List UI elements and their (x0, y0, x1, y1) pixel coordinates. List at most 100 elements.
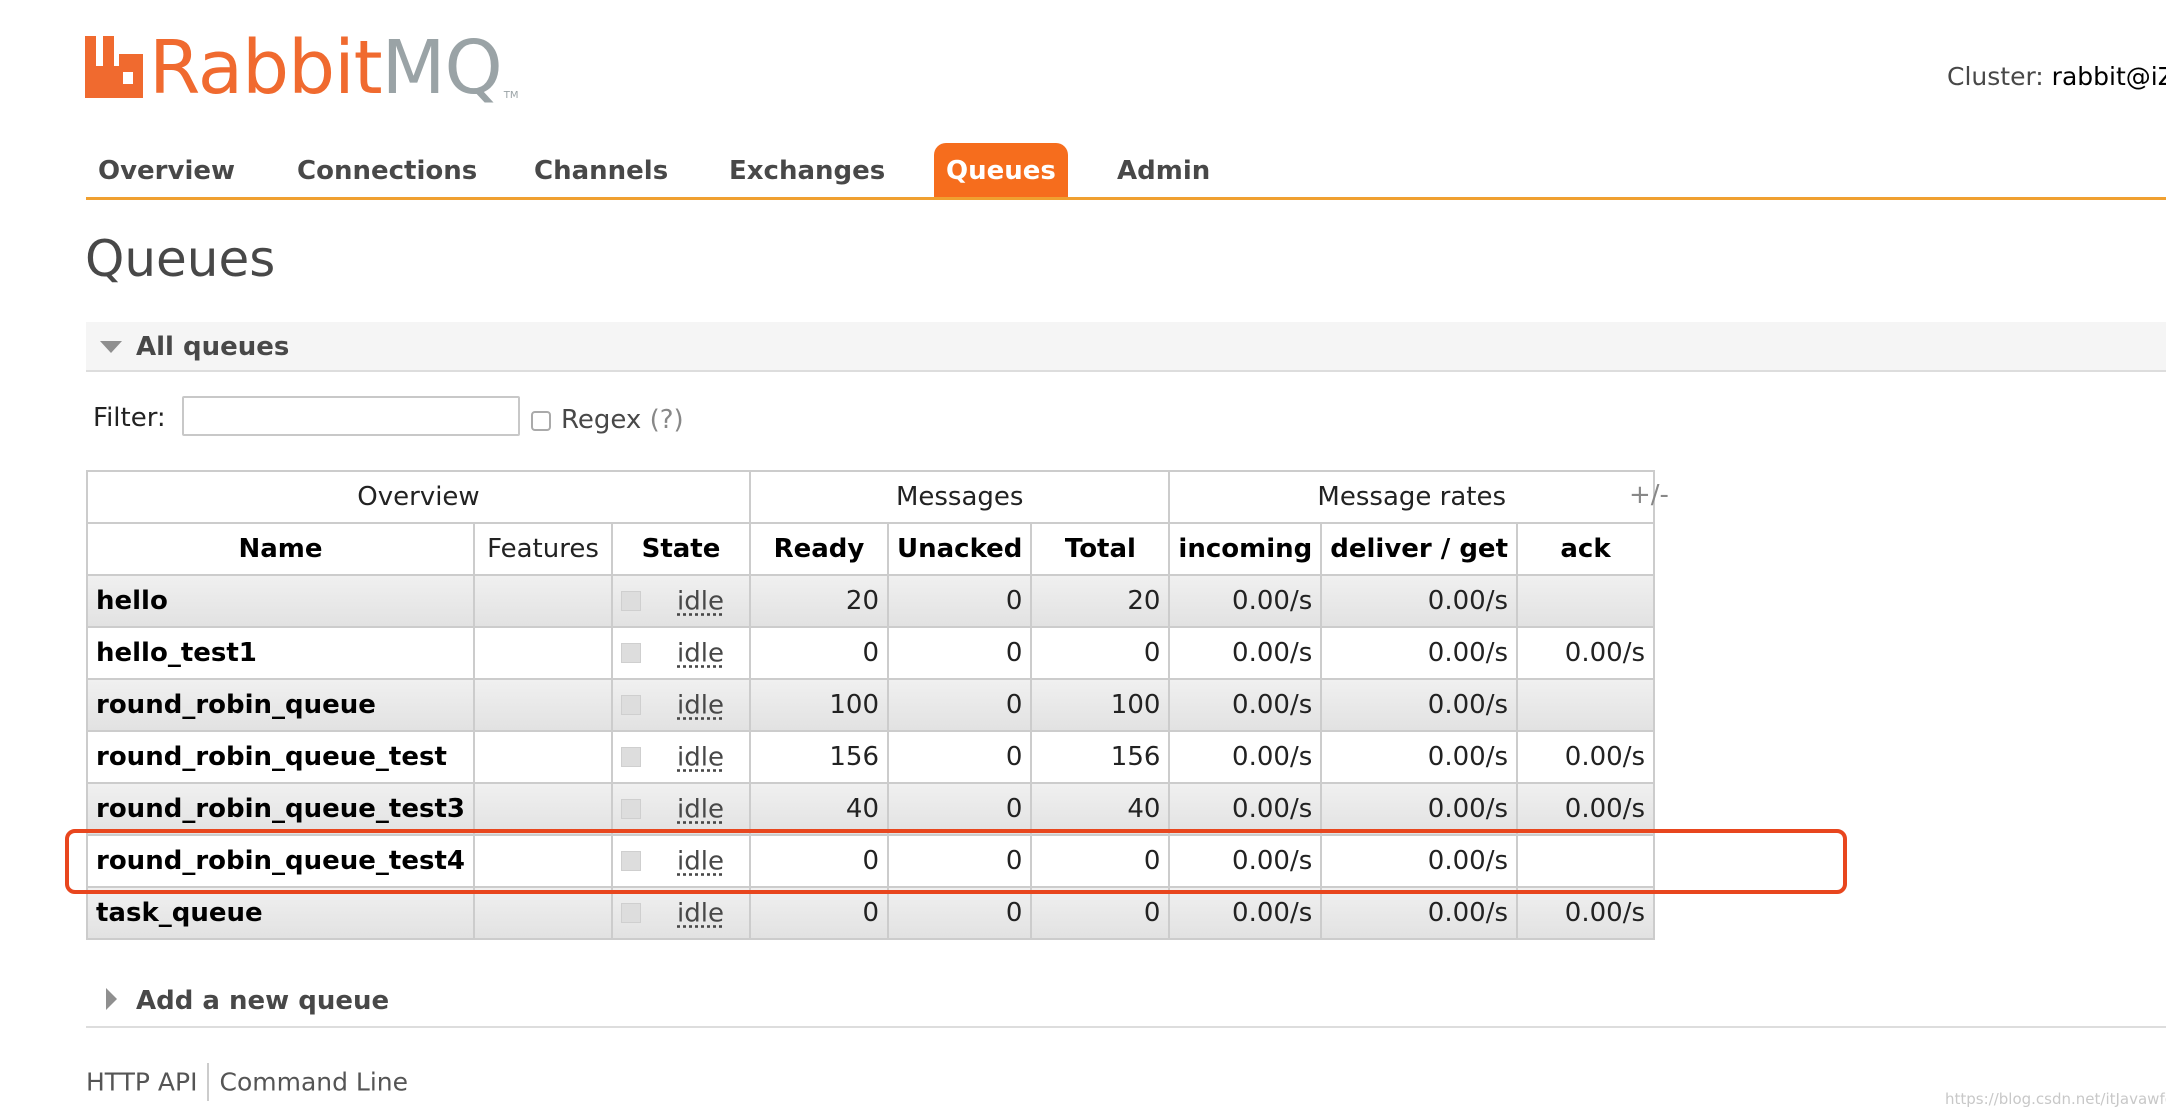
table-row[interactable]: round_robin_queue_test idle 156 0 156 0.… (86, 730, 1655, 784)
cluster-info: Cluster: rabbit@iZ (1947, 62, 2166, 91)
queue-state-text: idle (677, 898, 724, 929)
queue-incoming-cell: 0.00/s (1168, 678, 1323, 732)
cluster-label: Cluster: (1947, 62, 2044, 91)
queue-features-cell (473, 574, 613, 628)
table-row[interactable]: round_robin_queue_test3 idle 40 0 40 0.0… (86, 782, 1655, 836)
state-indicator-icon (621, 799, 641, 820)
regex-checkbox[interactable] (531, 411, 551, 431)
queue-ready-cell: 100 (749, 678, 889, 732)
queue-ready-cell: 156 (749, 730, 889, 784)
queue-ready-cell: 0 (749, 834, 889, 888)
logo-text-rabbit: Rabbit (149, 25, 383, 111)
queue-name-link[interactable]: round_robin_queue_test (86, 730, 475, 784)
queue-state-cell: idle (611, 886, 751, 940)
queue-features-cell (473, 782, 613, 836)
main-nav-tabs: Overview Connections Channels Exchanges … (86, 143, 2166, 200)
queue-ack-cell: 0.00/s (1516, 886, 1655, 940)
tab-queues[interactable]: Queues (934, 143, 1068, 197)
filter-label: Filter: (93, 403, 166, 433)
state-indicator-icon (621, 643, 641, 664)
tab-admin[interactable]: Admin (1117, 156, 1211, 186)
queue-state-cell: idle (611, 574, 751, 628)
table-row[interactable]: hello idle 20 0 20 0.00/s 0.00/s (86, 574, 1655, 628)
regex-help-link[interactable]: (?) (649, 405, 684, 435)
queue-name-link[interactable]: round_robin_queue_test3 (86, 782, 475, 836)
footer-link-command-line[interactable]: Command Line (219, 1067, 409, 1097)
column-header-deliver-get[interactable]: deliver / get (1320, 522, 1518, 576)
queue-ready-cell: 0 (749, 626, 889, 680)
column-header-features: Features (473, 522, 613, 576)
column-header-incoming[interactable]: incoming (1168, 522, 1323, 576)
table-row[interactable]: hello_test1 idle 0 0 0 0.00/s 0.00/s 0.0… (86, 626, 1655, 680)
state-indicator-icon (621, 695, 641, 716)
tab-connections[interactable]: Connections (297, 156, 478, 186)
state-indicator-icon (621, 747, 641, 768)
queue-total-cell: 156 (1030, 730, 1171, 784)
queue-name-link[interactable]: round_robin_queue_test4 (86, 834, 475, 888)
watermark-text: https://blog.csdn.net/itJavawfc (1945, 1090, 2166, 1108)
queue-unacked-cell: 0 (886, 886, 1033, 940)
tab-exchanges[interactable]: Exchanges (729, 156, 886, 186)
queue-incoming-cell: 0.00/s (1168, 886, 1323, 940)
queue-state-cell: idle (611, 834, 751, 888)
table-row[interactable]: task_queue idle 0 0 0 0.00/s 0.00/s 0.00… (86, 886, 1655, 940)
tab-channels[interactable]: Channels (534, 156, 669, 186)
footer: HTTP API Command Line (86, 1063, 408, 1101)
queue-features-cell (473, 626, 613, 680)
table-row[interactable]: round_robin_queue idle 100 0 100 0.00/s … (86, 678, 1655, 732)
queue-incoming-cell: 0.00/s (1168, 626, 1323, 680)
queue-total-cell: 40 (1030, 782, 1171, 836)
column-header-name[interactable]: Name (86, 522, 475, 576)
queue-deliver-cell: 0.00/s (1320, 782, 1518, 836)
queue-state-text: idle (677, 638, 724, 669)
queue-name-link[interactable]: hello_test1 (86, 626, 475, 680)
queue-unacked-cell: 0 (886, 574, 1033, 628)
page-title: Queues (85, 230, 276, 288)
filter-input[interactable] (182, 396, 520, 436)
queue-incoming-cell: 0.00/s (1168, 834, 1323, 888)
column-header-state[interactable]: State (611, 522, 751, 576)
tab-overview[interactable]: Overview (98, 156, 236, 186)
queue-state-text: idle (677, 846, 724, 877)
queue-ack-cell (1516, 574, 1655, 628)
state-indicator-icon (621, 851, 641, 872)
footer-separator (207, 1063, 210, 1101)
column-header-unacked[interactable]: Unacked (886, 522, 1033, 576)
all-queues-section-toggle[interactable]: All queues (86, 322, 2166, 372)
rabbitmq-logo[interactable]: Rabbit MQ TM (85, 26, 519, 110)
queue-incoming-cell: 0.00/s (1168, 782, 1323, 836)
add-queue-section-toggle[interactable]: Add a new queue (86, 976, 2166, 1028)
queue-name-link[interactable]: hello (86, 574, 475, 628)
queue-deliver-cell: 0.00/s (1320, 886, 1518, 940)
column-toggle-button[interactable]: +/- (1629, 480, 1669, 510)
footer-link-http-api[interactable]: HTTP API (86, 1067, 198, 1097)
queue-features-cell (473, 678, 613, 732)
queue-state-cell: idle (611, 626, 751, 680)
queue-total-cell: 100 (1030, 678, 1171, 732)
queue-name-link[interactable]: round_robin_queue (86, 678, 475, 732)
rabbit-logo-icon (85, 36, 143, 98)
add-queue-title: Add a new queue (136, 986, 390, 1016)
table-row[interactable]: round_robin_queue_test4 idle 0 0 0 0.00/… (86, 834, 1655, 888)
group-header-message-rates: Message rates (1168, 470, 1655, 524)
logo-trademark: TM (503, 90, 519, 101)
column-header-ack[interactable]: ack (1516, 522, 1655, 576)
queue-state-text: idle (677, 586, 724, 617)
queue-state-cell: idle (611, 678, 751, 732)
group-header-messages: Messages (748, 470, 1171, 524)
column-header-total[interactable]: Total (1030, 522, 1171, 576)
logo-text-mq: MQ (381, 25, 503, 111)
column-header-ready[interactable]: Ready (749, 522, 889, 576)
queue-state-cell: idle (611, 782, 751, 836)
table-group-header-row: Overview Messages Message rates (86, 470, 1655, 524)
queue-incoming-cell: 0.00/s (1168, 730, 1323, 784)
queue-total-cell: 20 (1030, 574, 1171, 628)
queue-ack-cell: 0.00/s (1516, 782, 1655, 836)
queue-ready-cell: 0 (749, 886, 889, 940)
queue-deliver-cell: 0.00/s (1320, 574, 1518, 628)
queue-ack-cell: 0.00/s (1516, 730, 1655, 784)
queue-name-link[interactable]: task_queue (86, 886, 475, 940)
all-queues-title: All queues (136, 332, 290, 362)
queue-total-cell: 0 (1030, 834, 1171, 888)
queue-unacked-cell: 0 (886, 834, 1033, 888)
